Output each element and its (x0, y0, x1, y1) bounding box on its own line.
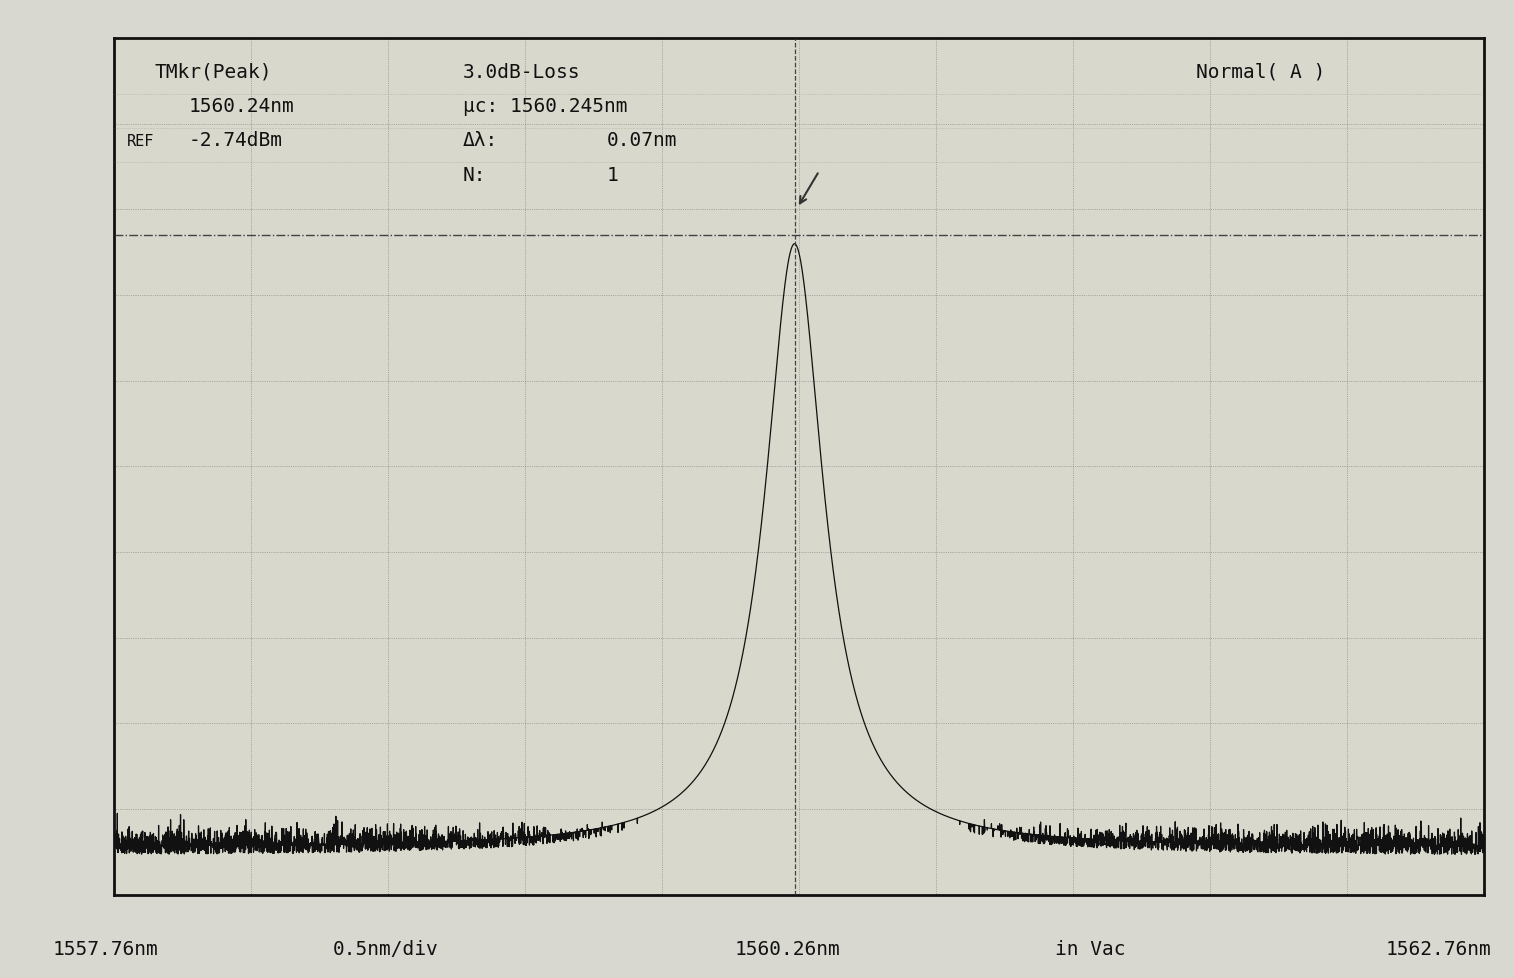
Text: -2.74dBm: -2.74dBm (189, 131, 283, 150)
Text: 3.0dB-Loss: 3.0dB-Loss (463, 63, 580, 81)
Text: 0.5nm/div: 0.5nm/div (333, 939, 439, 957)
Text: TMkr(Peak): TMkr(Peak) (154, 63, 273, 81)
Text: 1557.76nm: 1557.76nm (53, 939, 159, 957)
Text: μc: 1560.245nm: μc: 1560.245nm (463, 97, 627, 115)
Text: N:: N: (463, 165, 486, 184)
Text: in Vac: in Vac (1055, 939, 1125, 957)
Text: 0.07nm: 0.07nm (607, 131, 677, 150)
Text: Normal( A ): Normal( A ) (1196, 63, 1325, 81)
Text: 1560.24nm: 1560.24nm (189, 97, 295, 115)
Text: 1562.76nm: 1562.76nm (1385, 939, 1491, 957)
Text: 1: 1 (607, 165, 619, 184)
Text: Δλ:: Δλ: (463, 131, 498, 150)
Text: REF: REF (127, 134, 154, 149)
Text: 1560.26nm: 1560.26nm (734, 939, 840, 957)
